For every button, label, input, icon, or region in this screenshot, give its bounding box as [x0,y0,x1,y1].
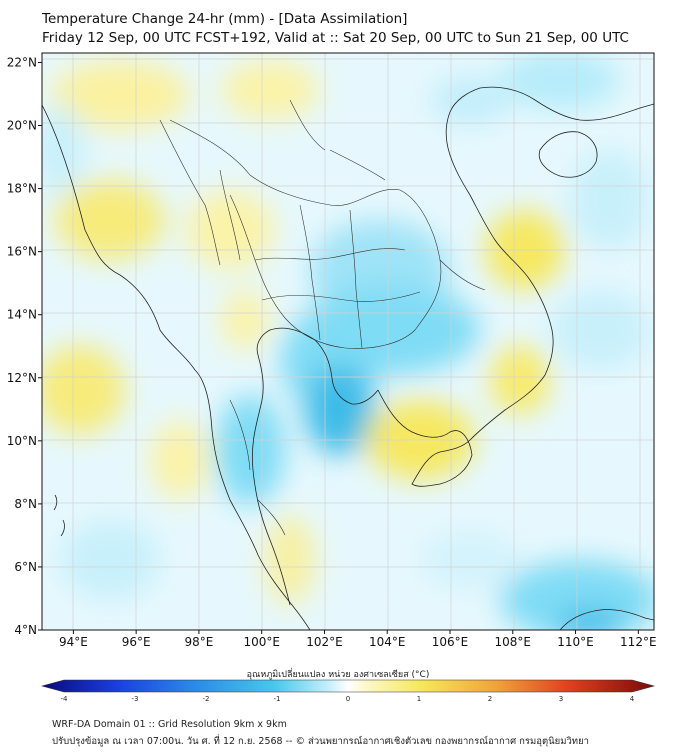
lon-tick-label: 104°E [369,635,406,649]
lat-tick-label: 6°N [14,560,37,574]
colorbar-tick-label: 4 [630,695,635,703]
lat-tick-label: 16°N [7,245,37,259]
colorbar: -4 -3 -2 -1 0 1 2 3 4 [40,679,656,703]
lon-tick-label: 106°E [432,635,469,649]
map-frame [41,52,655,631]
lat-tick-label: 14°N [7,308,37,322]
lat-tick-label: 18°N [7,182,37,196]
lat-tick-label: 10°N [7,434,37,448]
lat-tick-label: 22°N [7,55,37,69]
coastlines [42,86,654,630]
colorbar-tick-label: 2 [488,695,492,703]
lon-tick-label: 100°E [243,635,280,649]
footer-model-info: WRF-DA Domain 01 :: Grid Resolution 9km … [52,719,287,730]
lon-tick-label: 108°E [495,635,532,649]
colorbar-tick-label: 3 [559,695,563,703]
lon-tick-label: 110°E [557,635,594,649]
lon-tick-label: 96°E [122,635,151,649]
lon-tick-label: 98°E [184,635,213,649]
map-subtitle: Friday 12 Sep, 00 UTC FCST+192, Valid at… [42,30,629,46]
lon-tick-label: 112°E [620,635,657,649]
colorbar-label: อุณหภูมิเปลี่ยนแปลง หน่วย องศาเซลเซียส (… [246,670,430,680]
lat-tick-label: 4°N [14,623,37,637]
graticule [42,53,654,630]
lat-tick-label: 8°N [14,497,37,511]
temperature-change-field [42,53,654,630]
colorbar-tick-label: 0 [346,695,350,703]
footer-update-info: ปรับปรุงข้อมูล ณ เวลา 07:00น. วัน ศ. ที่… [52,736,589,747]
colorbar-tick-label: -1 [274,695,281,703]
colorbar-tick-label: -4 [61,695,69,703]
map-title: Temperature Change 24-hr (mm) - [Data As… [42,11,408,27]
colorbar-tick-label: 1 [417,695,421,703]
colorbar-tick-label: -2 [203,695,210,703]
lon-tick-label: 94°E [59,635,88,649]
lat-tick-label: 20°N [7,119,37,133]
province-borders [159,99,486,536]
lon-tick-label: 102°E [306,635,343,649]
colorbar-tick-label: -3 [132,695,139,703]
lat-tick-label: 12°N [7,371,37,385]
